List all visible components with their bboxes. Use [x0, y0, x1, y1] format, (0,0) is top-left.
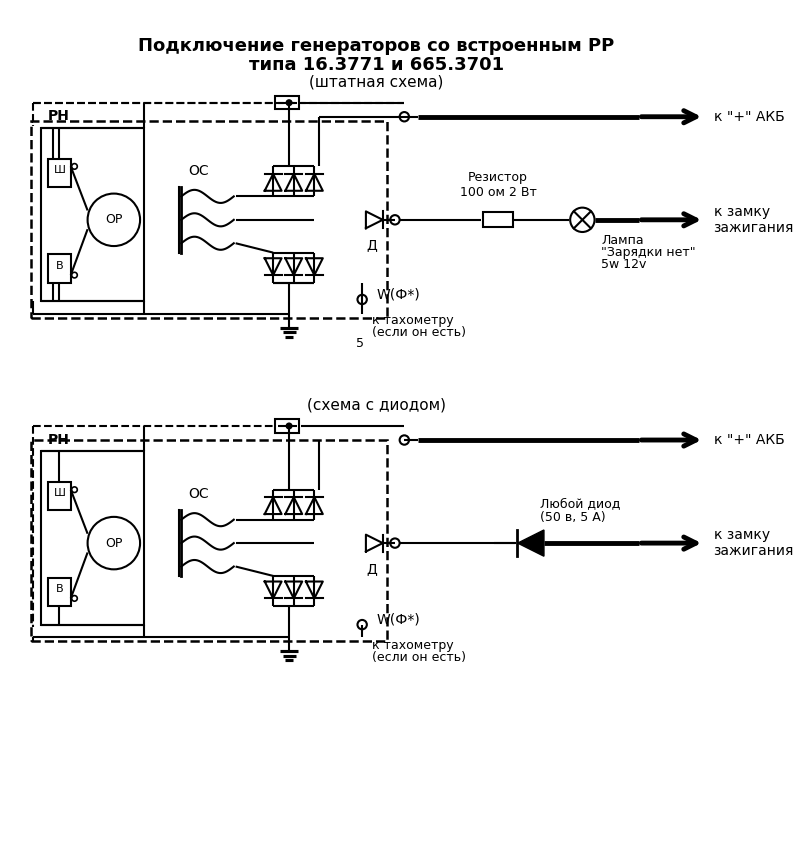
Text: W(Ф*): W(Ф*): [376, 613, 420, 627]
Text: (если он есть): (если он есть): [371, 326, 466, 339]
Bar: [48, 578, 70, 606]
Text: к тахометру: к тахометру: [371, 313, 453, 327]
Text: Ш: Ш: [54, 488, 66, 499]
Text: Резистор
100 ом 2 Вт: Резистор 100 ом 2 Вт: [459, 171, 537, 199]
Text: типа 16.3771 и 665.3701: типа 16.3771 и 665.3701: [249, 56, 504, 74]
Text: "Зарядки нет": "Зарядки нет": [601, 246, 696, 259]
Text: (если он есть): (если он есть): [371, 651, 466, 664]
Text: РН: РН: [48, 432, 70, 447]
Polygon shape: [518, 530, 544, 557]
Text: к замку
зажигания: к замку зажигания: [714, 528, 794, 558]
Circle shape: [286, 100, 292, 106]
Bar: [41, 451, 144, 625]
Text: Ш: Ш: [54, 165, 66, 175]
Text: Любой диод: Любой диод: [540, 497, 621, 511]
Text: Д: Д: [366, 238, 377, 253]
Text: 5: 5: [356, 337, 364, 350]
Bar: [48, 254, 70, 283]
Text: РН: РН: [48, 109, 70, 123]
Bar: [48, 159, 70, 187]
Text: (схема с диодом): (схема с диодом): [306, 398, 446, 413]
Circle shape: [286, 423, 292, 429]
Text: ОС: ОС: [188, 487, 209, 501]
Bar: [275, 96, 299, 109]
Text: к тахометру: к тахометру: [371, 639, 453, 652]
Text: Подключение генераторов со встроенным РР: Подключение генераторов со встроенным РР: [138, 37, 614, 55]
Text: (штатная схема): (штатная схема): [309, 75, 443, 89]
Text: Лампа: Лампа: [601, 234, 644, 247]
Bar: [41, 128, 144, 301]
Text: ОС: ОС: [188, 163, 209, 178]
Bar: [275, 420, 299, 432]
Text: ОР: ОР: [105, 214, 122, 226]
Text: к замку
зажигания: к замку зажигания: [714, 205, 794, 235]
Bar: [483, 212, 513, 227]
Text: 5w 12v: 5w 12v: [601, 258, 646, 271]
Text: В: В: [56, 584, 63, 594]
Text: (50 в, 5 А): (50 в, 5 А): [540, 511, 606, 524]
Text: Д: Д: [366, 562, 377, 576]
Text: W(Ф*): W(Ф*): [376, 288, 420, 302]
Text: ОР: ОР: [105, 537, 122, 550]
Text: к "+" АКБ: к "+" АКБ: [714, 433, 784, 447]
Bar: [48, 483, 70, 511]
Text: В: В: [56, 260, 63, 271]
Text: к "+" АКБ: к "+" АКБ: [714, 110, 784, 123]
